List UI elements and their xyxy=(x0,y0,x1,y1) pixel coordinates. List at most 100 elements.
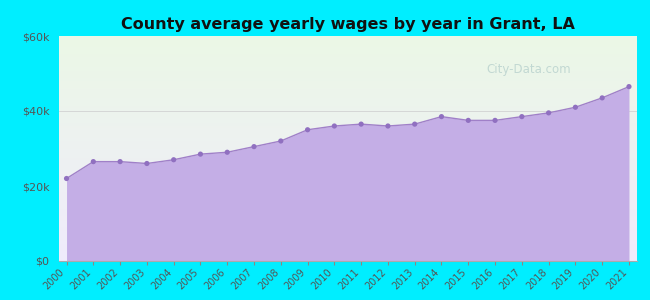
Bar xyxy=(58,187,637,188)
Bar xyxy=(58,62,637,63)
Text: County average yearly wages by year in Grant, LA: County average yearly wages by year in G… xyxy=(121,16,575,32)
Bar xyxy=(58,252,637,253)
Point xyxy=(302,127,313,132)
Bar xyxy=(58,99,637,100)
Bar xyxy=(58,232,637,233)
Bar xyxy=(58,159,637,160)
Bar xyxy=(58,45,637,46)
Bar xyxy=(58,230,637,231)
Bar xyxy=(58,162,637,163)
Point xyxy=(490,118,501,123)
Bar xyxy=(58,122,637,123)
Bar xyxy=(58,254,637,255)
Bar xyxy=(58,61,637,62)
Bar xyxy=(58,124,637,125)
Bar xyxy=(58,245,637,246)
Bar xyxy=(58,201,637,202)
Bar xyxy=(58,56,637,57)
Bar xyxy=(58,69,637,70)
Bar xyxy=(58,111,637,112)
Bar xyxy=(58,93,637,94)
Bar xyxy=(58,197,637,198)
Bar xyxy=(58,259,637,260)
Bar xyxy=(58,98,637,99)
Bar xyxy=(58,136,637,137)
Bar xyxy=(58,100,637,101)
Bar xyxy=(58,168,637,169)
Point xyxy=(383,124,393,128)
Bar xyxy=(58,208,637,209)
Bar xyxy=(58,160,637,161)
Bar xyxy=(58,224,637,225)
Bar xyxy=(58,237,637,238)
Bar xyxy=(58,38,637,39)
Bar xyxy=(58,235,637,236)
Point xyxy=(624,84,634,89)
Bar xyxy=(58,52,637,53)
Bar xyxy=(58,220,637,222)
Bar xyxy=(58,126,637,127)
Bar xyxy=(58,63,637,64)
Bar xyxy=(58,141,637,142)
Bar xyxy=(58,42,637,43)
Bar xyxy=(58,66,637,68)
Bar xyxy=(58,167,637,168)
Bar xyxy=(58,249,637,250)
Bar xyxy=(58,223,637,224)
Bar xyxy=(58,244,637,245)
Bar xyxy=(58,71,637,72)
Bar xyxy=(58,116,637,117)
Bar xyxy=(58,171,637,172)
Bar xyxy=(58,78,637,79)
Bar xyxy=(58,94,637,96)
Bar xyxy=(58,238,637,240)
Bar xyxy=(58,140,637,141)
Bar xyxy=(58,218,637,219)
Bar xyxy=(58,64,637,65)
Bar xyxy=(58,194,637,195)
Bar xyxy=(58,260,637,261)
Bar xyxy=(58,55,637,56)
Bar xyxy=(58,215,637,216)
Bar xyxy=(58,176,637,177)
Bar xyxy=(58,147,637,148)
Bar xyxy=(58,145,637,146)
Bar xyxy=(58,128,637,129)
Point xyxy=(115,159,125,164)
Bar xyxy=(58,205,637,206)
Bar xyxy=(58,79,637,80)
Bar xyxy=(58,133,637,134)
Bar xyxy=(58,53,637,54)
Bar xyxy=(58,241,637,242)
Bar xyxy=(58,101,637,102)
Bar xyxy=(58,114,637,115)
Bar xyxy=(58,107,637,108)
Bar xyxy=(58,120,637,122)
Bar xyxy=(58,47,637,48)
Bar xyxy=(58,231,637,232)
Bar xyxy=(58,39,637,41)
Bar xyxy=(58,110,637,111)
Bar xyxy=(58,161,637,162)
Bar xyxy=(58,36,637,37)
Bar xyxy=(58,183,637,184)
Bar xyxy=(58,48,637,50)
Point xyxy=(249,144,259,149)
Bar xyxy=(58,163,637,164)
Point xyxy=(517,114,527,119)
Bar xyxy=(58,158,637,159)
Bar xyxy=(58,130,637,132)
Bar xyxy=(58,199,637,200)
Bar xyxy=(58,181,637,182)
Bar xyxy=(58,152,637,153)
Bar xyxy=(58,216,637,217)
Bar xyxy=(58,142,637,143)
Bar xyxy=(58,106,637,107)
Bar xyxy=(58,251,637,252)
Bar xyxy=(58,214,637,215)
Bar xyxy=(58,92,637,93)
Point xyxy=(543,110,554,115)
Bar xyxy=(58,242,637,243)
Bar xyxy=(58,174,637,175)
Bar xyxy=(58,87,637,88)
